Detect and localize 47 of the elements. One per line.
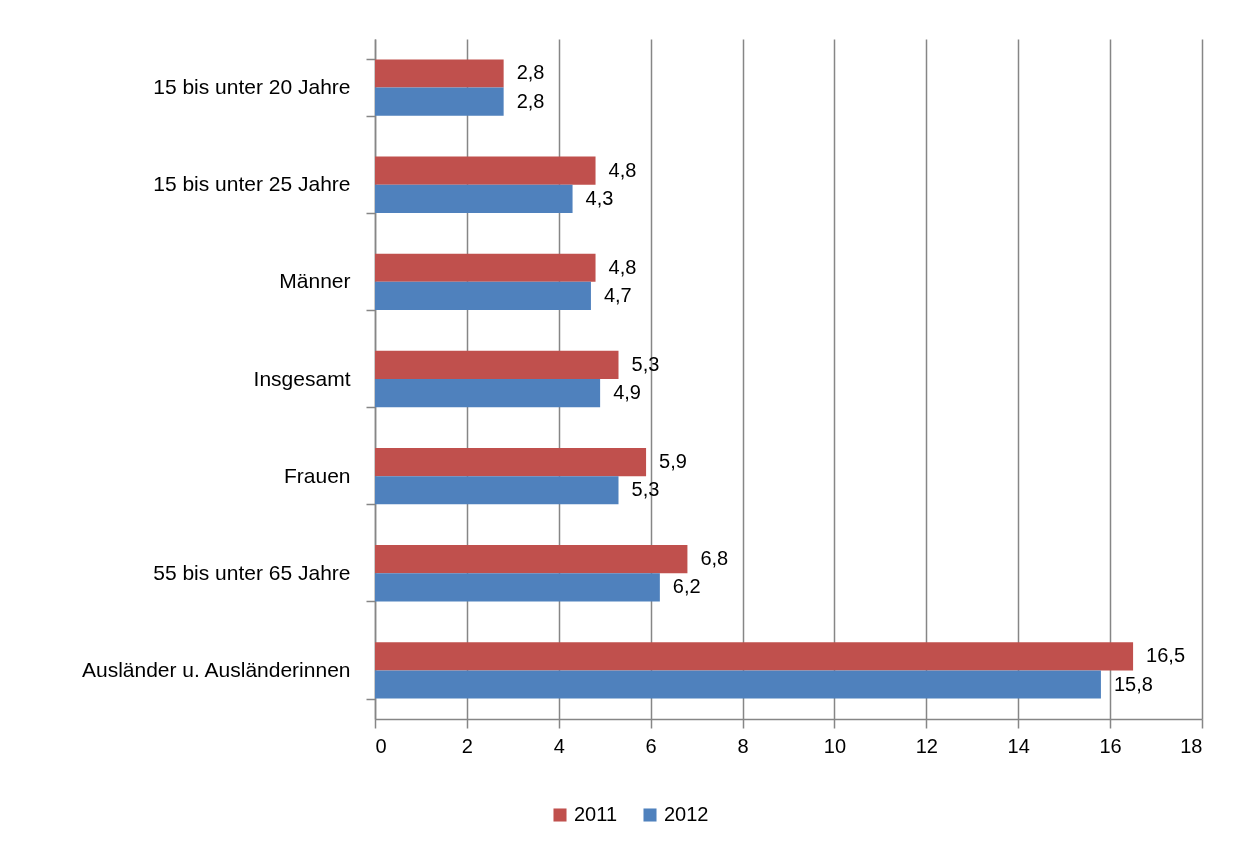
x-tick-label: 6: [645, 734, 657, 757]
bar: [375, 379, 601, 408]
data-label: 2,8: [516, 61, 545, 84]
data-label: 5,3: [631, 352, 660, 375]
y-tick-label: Ausländer u. Ausländerinnen: [81, 657, 351, 681]
data-label: 5,3: [631, 478, 660, 501]
bar: [375, 87, 504, 116]
y-tick-label: 15 bis unter 20 Jahre: [153, 75, 351, 99]
x-tick-label: 12: [915, 734, 938, 757]
x-tick-label: 0: [375, 734, 387, 757]
x-tick-label: 18: [1180, 734, 1203, 757]
data-label: 5,9: [659, 450, 687, 473]
x-tick-label: 10: [823, 734, 847, 757]
bar: [375, 642, 1134, 671]
x-tick-label: 14: [1007, 734, 1030, 757]
x-tick-label: 2: [461, 734, 473, 757]
bar: [375, 545, 688, 574]
bar: [375, 573, 660, 602]
bar: [375, 281, 591, 311]
bar: [375, 476, 619, 505]
bar: [375, 156, 596, 185]
bar: [375, 447, 647, 477]
y-tick-label: 15 bis unter 25 Jahre: [153, 172, 351, 196]
bar: [375, 670, 1101, 699]
data-label: 4,3: [585, 186, 614, 209]
y-tick-label: Insgesamt: [253, 366, 351, 390]
data-label: 6,8: [700, 547, 729, 570]
bar: [375, 184, 573, 213]
data-label: 15,8: [1113, 672, 1153, 695]
bar: [375, 253, 596, 282]
data-label: 2,8: [516, 89, 545, 112]
x-tick-label: 4: [553, 734, 565, 757]
x-tick-label: 16: [1099, 734, 1122, 757]
data-label: 4,7: [603, 283, 632, 306]
data-label: 16,5: [1146, 644, 1186, 667]
y-tick-label: 55 bis unter 65 Jahre: [153, 560, 351, 584]
data-label: 4,9: [613, 381, 641, 404]
data-label: 6,2: [672, 575, 701, 598]
legend-label: 2011: [574, 803, 618, 825]
legend-label: 2012: [664, 803, 709, 825]
x-tick-label: 8: [737, 734, 749, 757]
bar: [375, 59, 504, 88]
y-tick-label: Frauen: [283, 463, 351, 487]
bar: [375, 350, 619, 379]
y-tick-label: Männer: [279, 269, 351, 293]
data-label: 4,8: [608, 158, 637, 181]
data-label: 4,8: [608, 255, 637, 278]
